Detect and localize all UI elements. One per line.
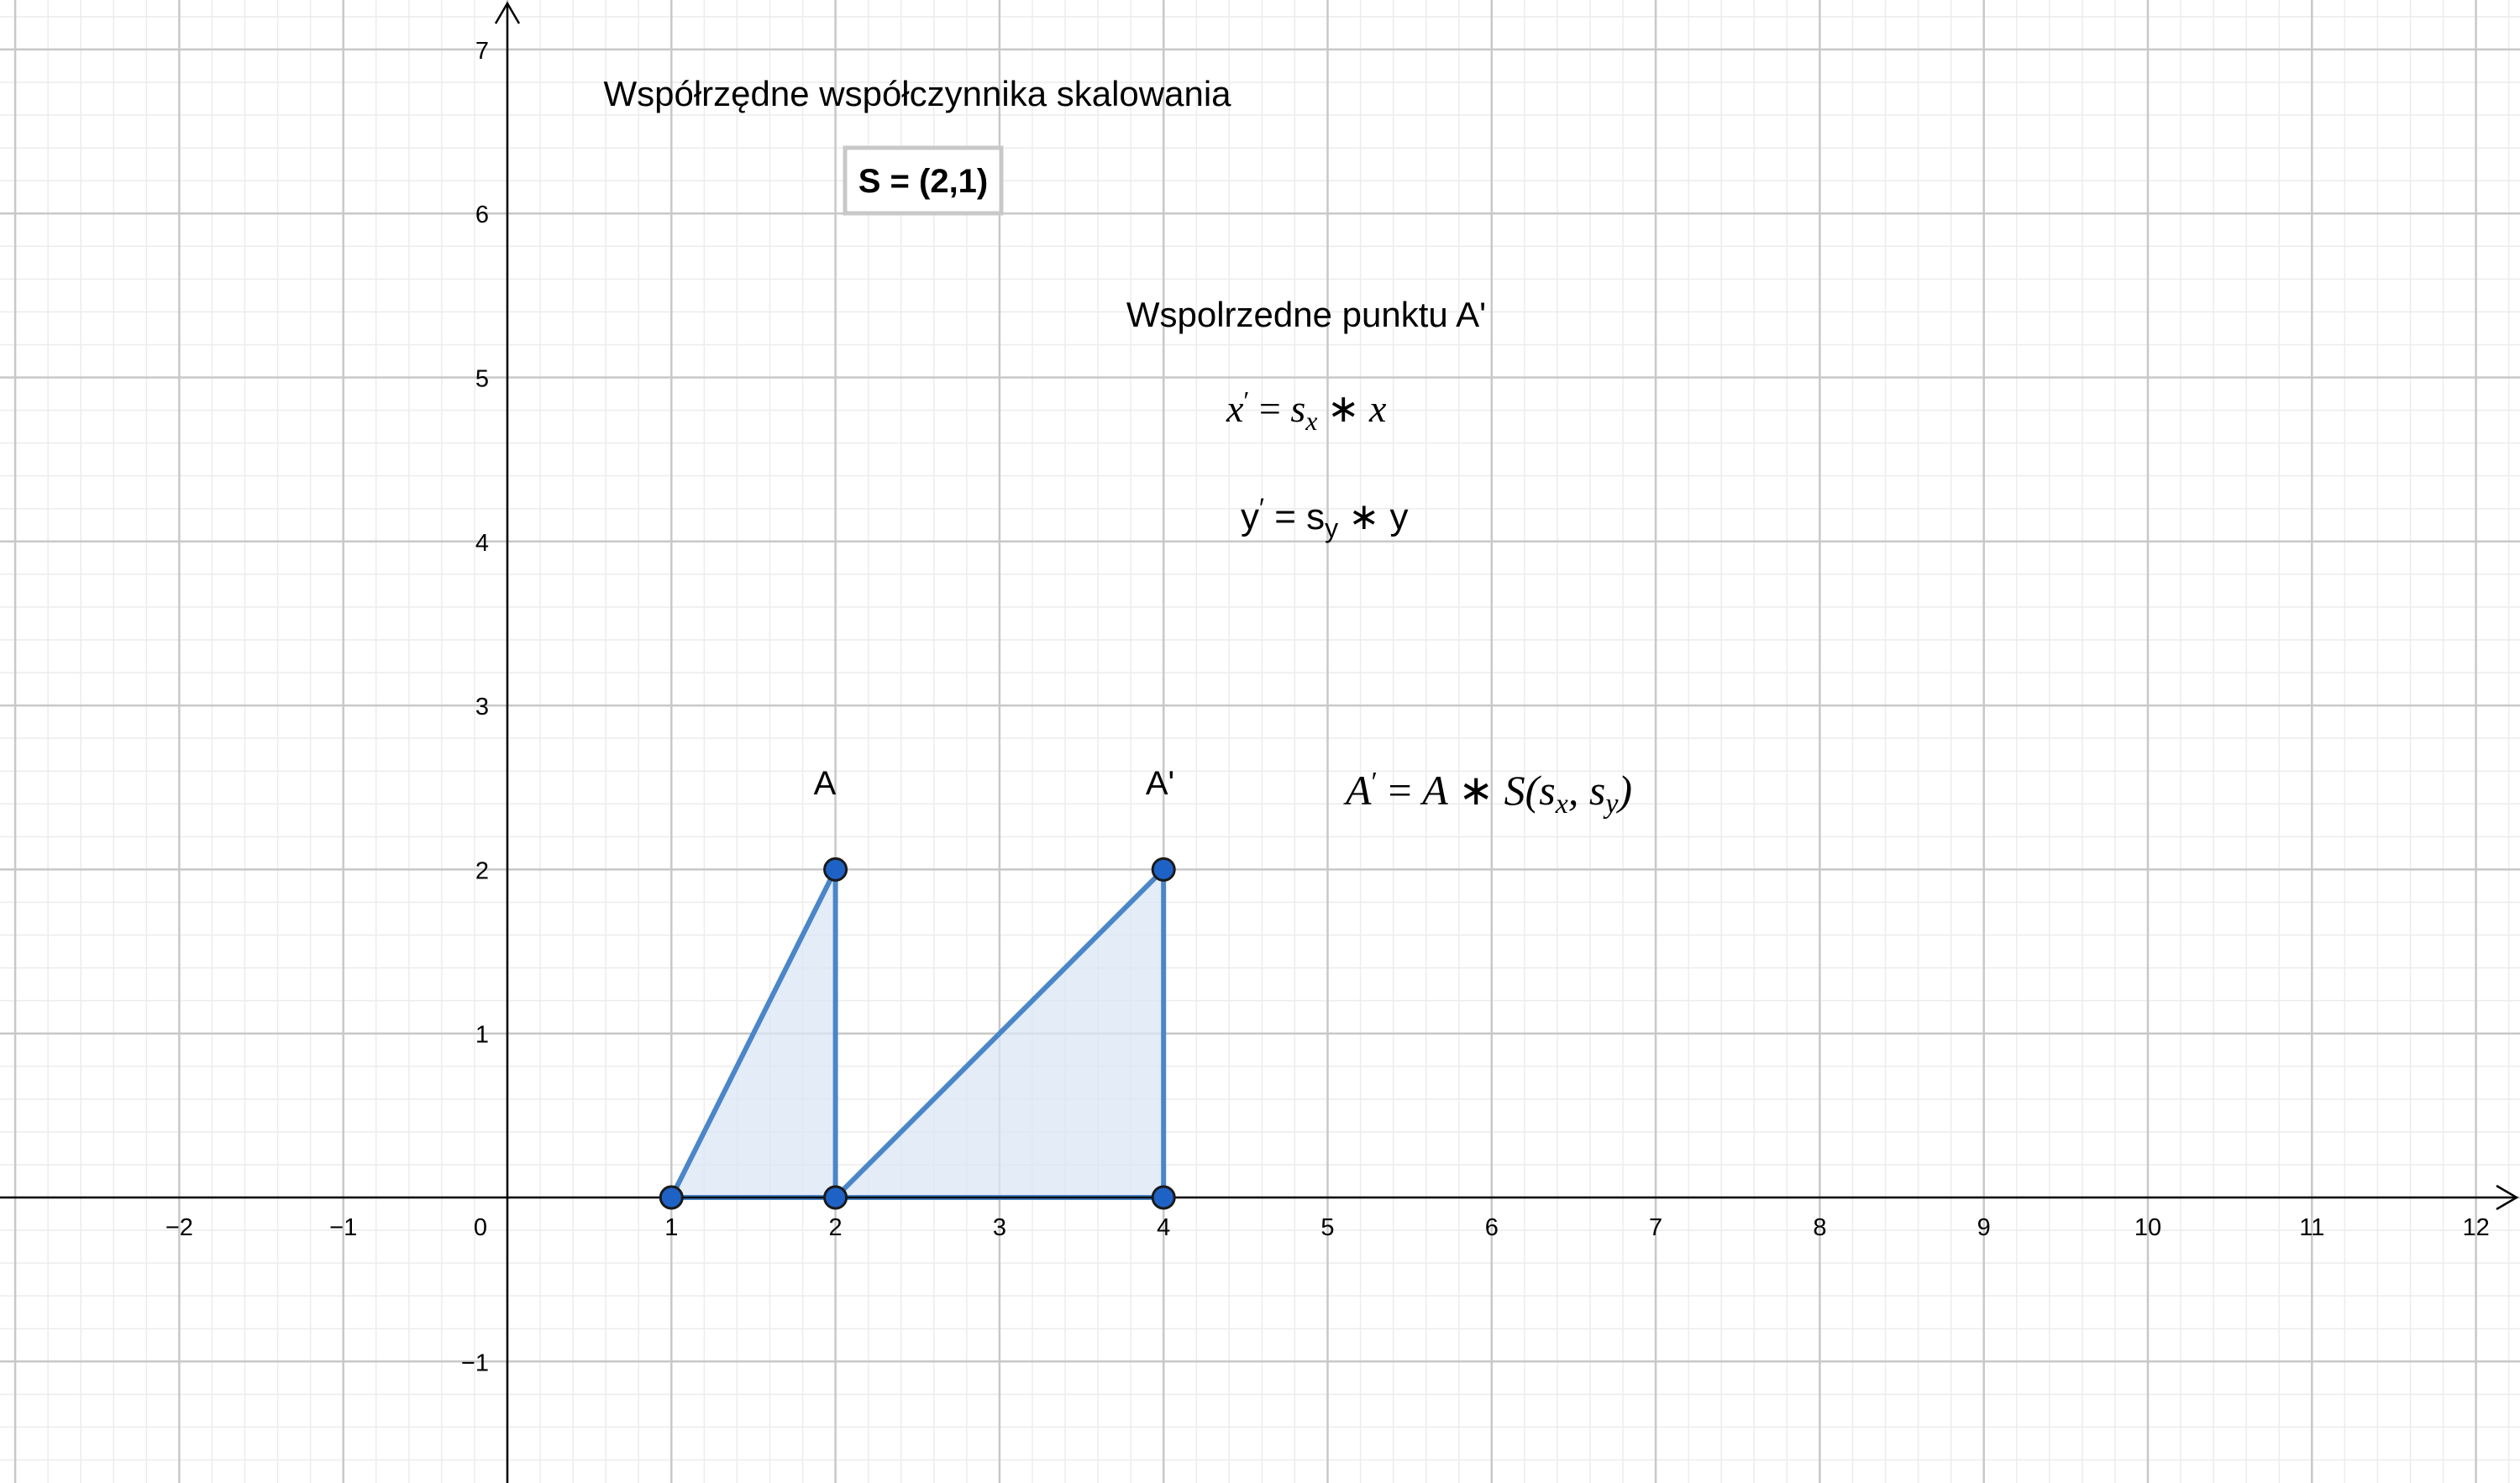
scaling-box-frame[interactable] — [843, 145, 1004, 216]
formula-x-var: x — [1368, 387, 1387, 430]
formula-a-prime: ′ — [1372, 767, 1378, 798]
x-tick-label: 0 — [474, 1214, 487, 1241]
point-title: Wspolrzedne punktu A' — [1126, 295, 1486, 334]
x-tick-label: 7 — [1649, 1214, 1662, 1241]
x-tick-label: 9 — [1977, 1214, 1991, 1241]
point-label-a-prime: A' — [1146, 765, 1174, 802]
formula-a-s: S(s — [1504, 767, 1556, 814]
formula-y-sub: y — [1325, 513, 1338, 543]
x-tick-label: 11 — [2299, 1214, 2324, 1241]
x-tick-label: 6 — [1485, 1214, 1499, 1241]
formula-x-prime: ′ — [1243, 385, 1249, 416]
formula-y-lhs: y — [1241, 496, 1259, 537]
y-tick-label: 3 — [475, 694, 489, 721]
point[interactable] — [823, 1185, 848, 1210]
points[interactable] — [659, 857, 1176, 1210]
point[interactable] — [823, 857, 848, 882]
point[interactable] — [1151, 1185, 1176, 1210]
formula-a-eq: = — [1378, 767, 1422, 814]
formula-x-lhs: x — [1226, 387, 1244, 430]
x-tick-label: 5 — [1320, 1214, 1334, 1241]
scaling-box-text[interactable]: S = (2,1) — [858, 163, 989, 200]
formula-a-a: A — [1420, 767, 1448, 814]
formula-x-eq: = — [1249, 387, 1290, 430]
x-tick-label: 2 — [829, 1214, 843, 1241]
x-tick-label: 10 — [2134, 1214, 2161, 1241]
y-tick-label: 5 — [475, 366, 489, 393]
formula-x: x′ = sx ∗ x — [1226, 385, 1387, 436]
formula-a-op: ∗ — [1448, 767, 1504, 814]
y-tick-label: 2 — [475, 857, 489, 884]
y-tick-label: 1 — [475, 1022, 489, 1049]
x-tick-label: 12 — [2462, 1214, 2489, 1241]
formula-a-comma: , s — [1568, 767, 1605, 814]
formula-a-close: ) — [1615, 767, 1632, 814]
point[interactable] — [659, 1185, 684, 1210]
formula-y-prime: ′ — [1259, 493, 1264, 523]
formula-a: A′ = A ∗ S(sx, sy) — [1343, 767, 1632, 820]
formula-a-sub1: x — [1555, 789, 1568, 820]
x-tick-label: 4 — [1157, 1214, 1170, 1241]
y-tick-label: 6 — [475, 202, 489, 228]
x-tick-label: 3 — [993, 1214, 1006, 1241]
y-axis-arrow — [494, 1, 521, 24]
x-tick-label: −1 — [329, 1214, 357, 1241]
formula-x-sub: x — [1305, 406, 1317, 436]
scaling-title: Współrzędne współczynnika skalowania — [603, 74, 1231, 113]
formula-y-op: ∗ — [1338, 496, 1389, 537]
x-tick-label: 8 — [1813, 1214, 1826, 1241]
point-label-a: A — [814, 765, 837, 802]
y-tick-label: 4 — [475, 530, 489, 557]
formula-y: y′ = sy ∗ y — [1241, 493, 1408, 543]
formula-a-lhs: A — [1343, 767, 1372, 814]
point[interactable] — [1151, 857, 1176, 882]
x-tick-label: 1 — [664, 1214, 678, 1241]
formula-x-s: s — [1290, 387, 1305, 430]
y-tick-label: 7 — [475, 38, 489, 65]
formula-y-s: s — [1306, 496, 1325, 537]
formula-a-sub2: y — [1603, 789, 1619, 820]
formula-y-var: y — [1389, 496, 1408, 537]
x-tick-label: −2 — [165, 1214, 193, 1241]
y-tick-label: −1 — [461, 1349, 489, 1376]
formula-y-eq: = — [1264, 496, 1306, 537]
formula-x-op: ∗ — [1317, 387, 1369, 430]
x-axis-arrow — [2496, 1184, 2519, 1211]
